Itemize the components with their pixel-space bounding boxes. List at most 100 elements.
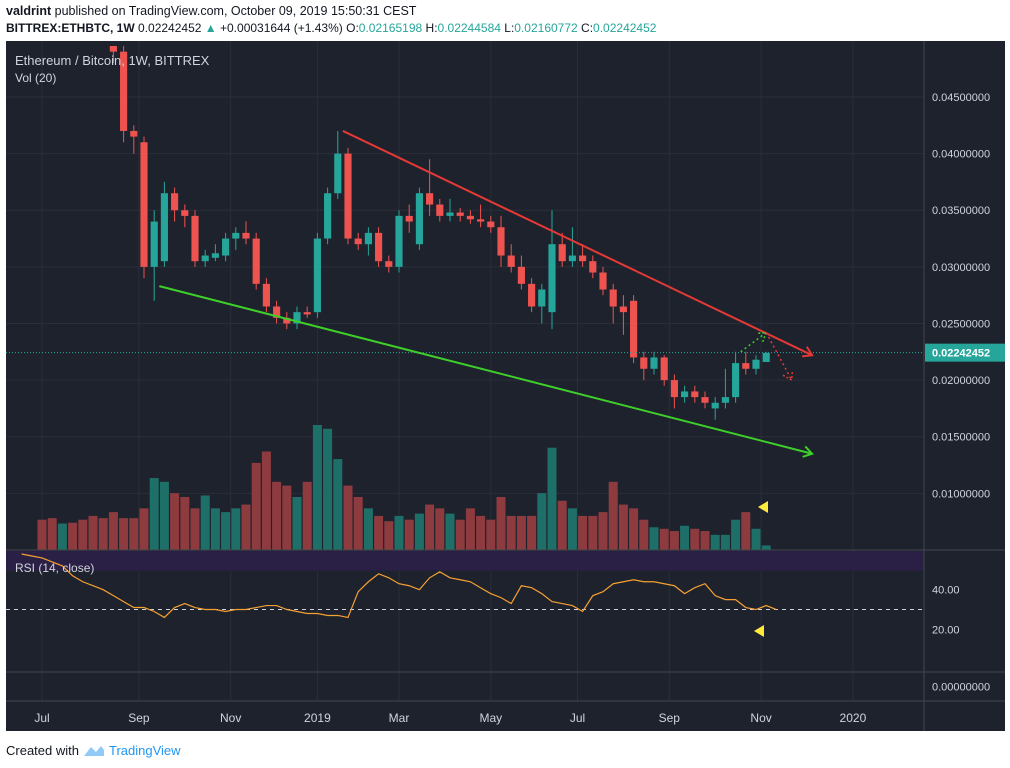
candle-body [252, 238, 260, 284]
close-value: 0.02242452 [593, 21, 657, 35]
candle-body [436, 204, 444, 216]
volume-bar [731, 519, 741, 550]
volume-bar [629, 508, 639, 550]
rsi-band [6, 551, 924, 571]
time-tick-label: Sep [128, 711, 150, 725]
volume-bar [333, 459, 343, 550]
time-tick-label: Sep [659, 711, 681, 725]
author-name[interactable]: valdrint [6, 4, 52, 18]
candle-body [497, 227, 505, 256]
chart-svg[interactable]: 0.04500000 0.04000000 0.03500000 0.03000000… [6, 41, 1005, 731]
time-tick-label: 2019 [304, 711, 331, 725]
candle-body [344, 153, 352, 239]
time-tick-label: Nov [750, 711, 771, 725]
volume-bar [119, 518, 129, 550]
candle-body [120, 51, 128, 131]
volume-bar [374, 515, 384, 550]
time-tick-label: Nov [220, 711, 241, 725]
symbol-label: BITTREX:ETHBTC, 1W [6, 21, 135, 35]
volume-bar [231, 508, 241, 550]
volume-bar [129, 518, 139, 550]
candle-body [609, 289, 617, 307]
candle-body [456, 212, 464, 216]
candle-body [181, 210, 189, 216]
candle-body [232, 232, 240, 239]
published-text: published on TradingView.com, October 09… [54, 4, 417, 18]
candle-body [364, 232, 372, 245]
rsi-line [21, 553, 777, 619]
candle-body [732, 363, 740, 398]
publish-line: valdrint published on TradingView.com, O… [6, 4, 416, 18]
candle-body [375, 232, 383, 262]
volume-bar [496, 496, 506, 550]
candle-body [109, 46, 117, 52]
last-price: 0.02242452 [138, 21, 202, 35]
volume-bar [200, 495, 210, 550]
candle-body [528, 283, 536, 307]
rsi-label: RSI (14, close) [15, 561, 94, 575]
candle-body [660, 357, 668, 381]
price-tick-label: 0.03500000 [932, 205, 990, 217]
price-tick-label: 0.02000000 [932, 375, 990, 387]
change-up-icon: ▲ [204, 21, 217, 35]
candle-body [283, 317, 291, 324]
candle-body [405, 215, 413, 222]
candle-body [711, 402, 719, 409]
volume-bar [363, 508, 373, 550]
volume-bar [669, 531, 679, 550]
volume-bars [37, 425, 771, 550]
time-tick-label: May [479, 711, 502, 725]
volume-bar [425, 504, 435, 550]
volume-bar [476, 515, 486, 550]
time-tick-label: Jul [34, 711, 49, 725]
trend-lines [6, 130, 924, 637]
candle-body [517, 266, 525, 284]
price-tick-label: 0.04500000 [932, 92, 990, 104]
volume-bar [88, 515, 98, 550]
candle-body [599, 272, 607, 290]
volume-bar [241, 504, 251, 550]
candle-body [415, 193, 423, 245]
volume-bar [700, 531, 710, 550]
tradingview-brand[interactable]: TradingView [108, 743, 181, 758]
volume-bar [149, 478, 159, 550]
volume-bar [720, 534, 730, 550]
candle-body [558, 244, 566, 262]
candle-body [650, 357, 658, 369]
close-label: C: [581, 21, 594, 35]
price-tick-label: 0.01500000 [932, 432, 990, 444]
volume-bar [659, 528, 669, 550]
candle-body [640, 357, 648, 369]
volume-bar [741, 512, 751, 550]
candle-body [313, 238, 321, 313]
low-label: L: [504, 21, 515, 35]
low-value: 0.02160772 [514, 21, 578, 35]
candle-body [466, 215, 474, 220]
volume-bar [221, 512, 231, 550]
candle-body [721, 397, 729, 403]
candle-body [324, 193, 332, 239]
volume-bar [751, 528, 761, 550]
candle-body [242, 232, 250, 239]
candle-body [752, 359, 760, 369]
last-price-tag [925, 343, 1005, 362]
volume-bar [210, 508, 220, 550]
open-value: 0.02165198 [358, 21, 423, 35]
high-value: 0.02244584 [437, 21, 501, 35]
projection-down-arrowhead [782, 370, 794, 382]
candle-body [140, 142, 148, 267]
volume-bar [302, 481, 312, 550]
volume-bar [37, 519, 47, 550]
candle-body [670, 380, 678, 398]
candle-body [303, 312, 311, 315]
volume-bar [567, 508, 577, 550]
volume-bar [537, 493, 547, 550]
volume-bar [435, 508, 445, 550]
candle-body [681, 391, 689, 398]
price-tick-label: 0.02500000 [932, 318, 990, 330]
price-tick-label: 0.03000000 [932, 262, 990, 274]
projection-up-line [740, 331, 767, 353]
volume-bar [47, 518, 57, 550]
chart-container[interactable]: 0.04500000 0.04000000 0.03500000 0.03000000… [6, 41, 1005, 731]
volume-label: Vol (20) [15, 71, 56, 85]
